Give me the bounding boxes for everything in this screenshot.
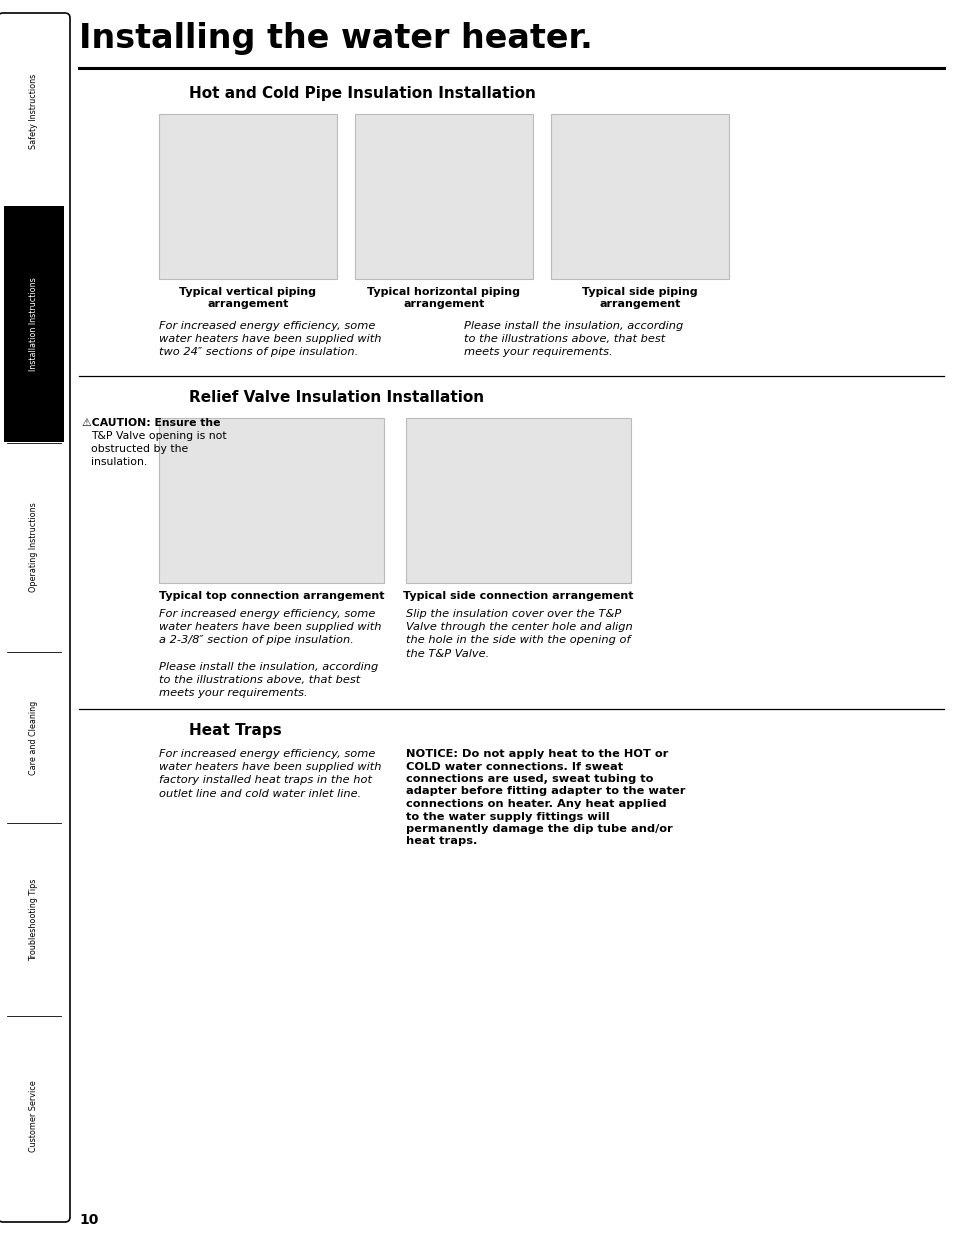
Text: Safety Instructions: Safety Instructions <box>30 74 38 149</box>
Text: connections are used, sweat tubing to: connections are used, sweat tubing to <box>406 774 653 784</box>
Text: 10: 10 <box>79 1213 98 1228</box>
Text: Troubleshooting Tips: Troubleshooting Tips <box>30 878 38 961</box>
Text: For increased energy efficiency, some
water heaters have been supplied with
a 2-: For increased energy efficiency, some wa… <box>159 609 381 698</box>
Bar <box>355 114 533 279</box>
Text: Relief Valve Insulation Installation: Relief Valve Insulation Installation <box>189 390 483 405</box>
Text: connections on heater. Any heat applied: connections on heater. Any heat applied <box>406 799 666 809</box>
Text: Typical side piping
arrangement: Typical side piping arrangement <box>581 287 697 309</box>
Bar <box>551 114 728 279</box>
Text: For increased energy efficiency, some
water heaters have been supplied with
fact: For increased energy efficiency, some wa… <box>159 748 381 799</box>
Text: Customer Service: Customer Service <box>30 1081 38 1152</box>
Bar <box>159 417 384 583</box>
Text: Typical side connection arrangement: Typical side connection arrangement <box>403 592 633 601</box>
Text: adapter before fitting adapter to the water: adapter before fitting adapter to the wa… <box>406 787 685 797</box>
Text: Operating Instructions: Operating Instructions <box>30 503 38 593</box>
Text: Typical top connection arrangement: Typical top connection arrangement <box>158 592 384 601</box>
Text: Typical vertical piping
arrangement: Typical vertical piping arrangement <box>179 287 316 309</box>
Text: to the water supply fittings will: to the water supply fittings will <box>406 811 609 821</box>
Bar <box>406 417 630 583</box>
Text: Heat Traps: Heat Traps <box>189 722 281 739</box>
FancyBboxPatch shape <box>0 14 70 1221</box>
Text: T&P Valve opening is not
obstructed by the
insulation.: T&P Valve opening is not obstructed by t… <box>91 431 227 467</box>
Text: Please install the insulation, according
to the illustrations above, that best
m: Please install the insulation, according… <box>463 321 682 357</box>
Bar <box>4 206 64 442</box>
Text: Hot and Cold Pipe Insulation Installation: Hot and Cold Pipe Insulation Installatio… <box>189 86 536 101</box>
Text: Installation Instructions: Installation Instructions <box>30 277 38 370</box>
Text: NOTICE: Do not apply heat to the HOT or: NOTICE: Do not apply heat to the HOT or <box>406 748 668 760</box>
Text: Care and Cleaning: Care and Cleaning <box>30 700 38 774</box>
Text: For increased energy efficiency, some
water heaters have been supplied with
two : For increased energy efficiency, some wa… <box>159 321 381 357</box>
Text: permanently damage the dip tube and/or: permanently damage the dip tube and/or <box>406 824 672 834</box>
Text: COLD water connections. If sweat: COLD water connections. If sweat <box>406 762 622 772</box>
Text: heat traps.: heat traps. <box>406 836 476 846</box>
Text: Typical horizontal piping
arrangement: Typical horizontal piping arrangement <box>367 287 520 309</box>
Text: Slip the insulation cover over the T&P
Valve through the center hole and align
t: Slip the insulation cover over the T&P V… <box>406 609 632 658</box>
Text: ⚠CAUTION: Ensure the: ⚠CAUTION: Ensure the <box>82 417 220 429</box>
Text: Installing the water heater.: Installing the water heater. <box>79 22 592 56</box>
Bar <box>159 114 336 279</box>
